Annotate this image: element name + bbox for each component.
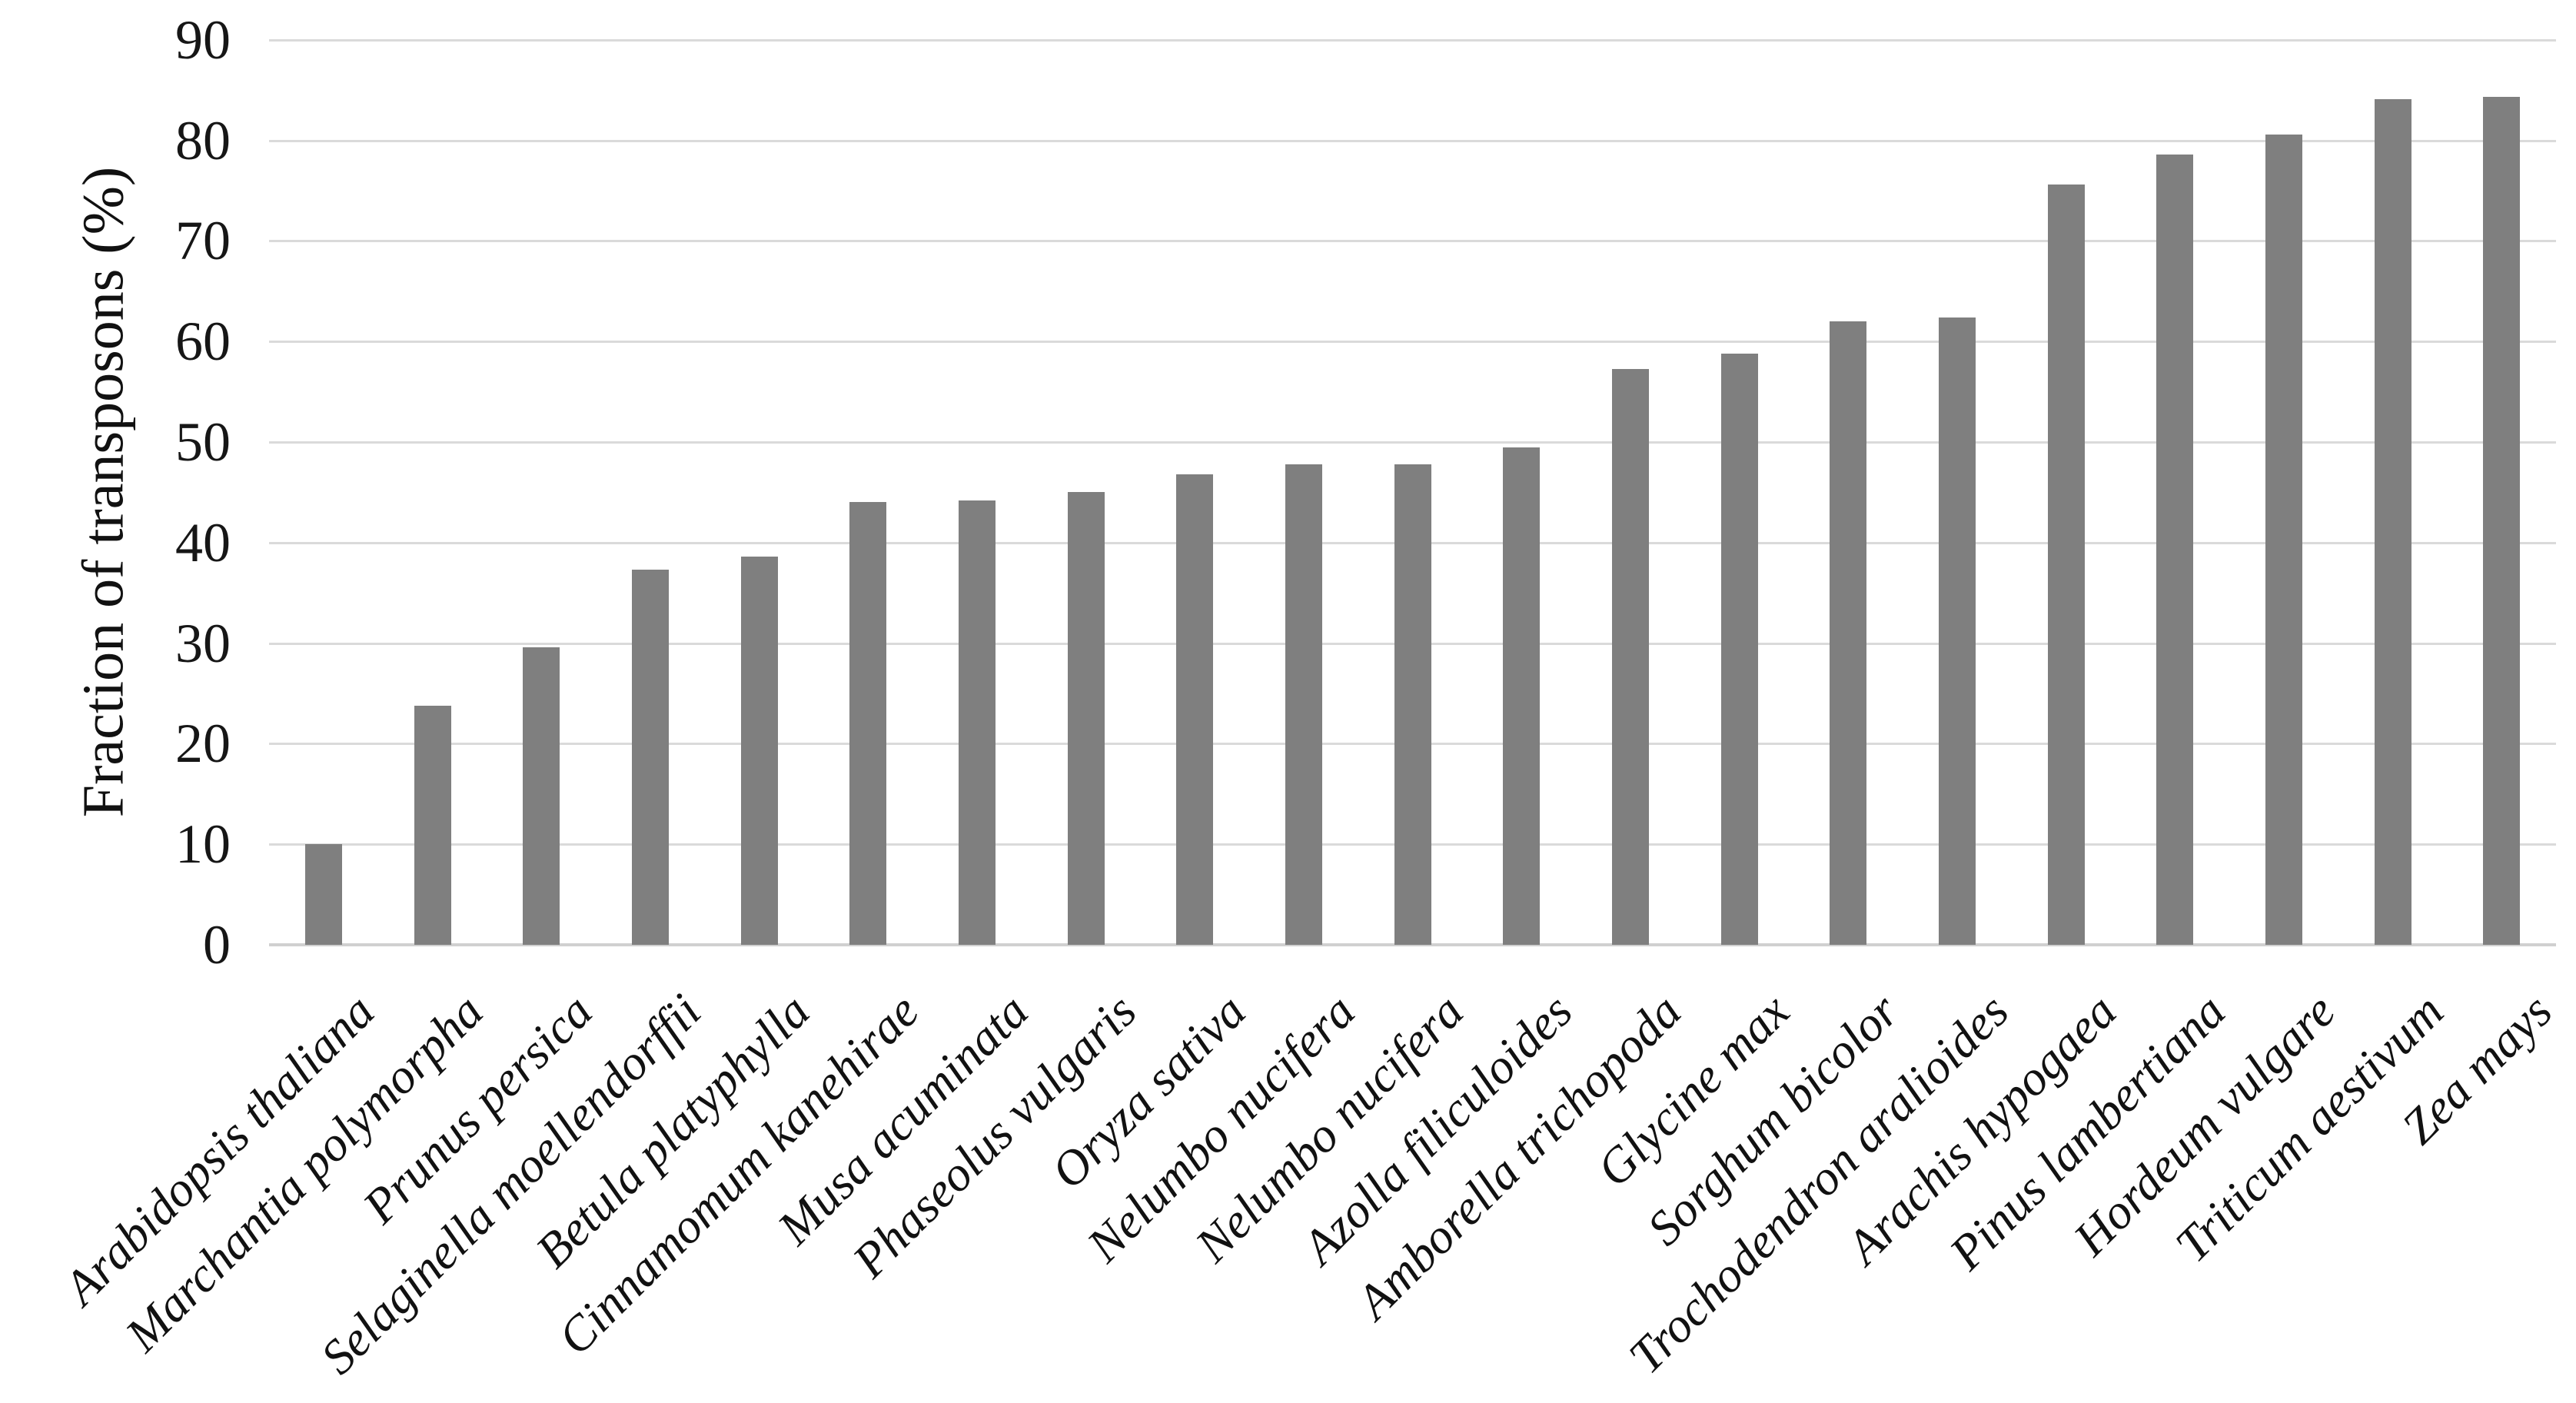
bar bbox=[1721, 354, 1758, 945]
bar bbox=[1285, 464, 1322, 945]
y-tick-label-40: 40 bbox=[175, 512, 231, 574]
y-tick-label-10: 10 bbox=[175, 813, 231, 875]
x-axis-line bbox=[269, 943, 2556, 946]
bar bbox=[523, 647, 560, 945]
bar bbox=[959, 500, 995, 945]
y-tick-label-90: 90 bbox=[175, 9, 231, 71]
bar bbox=[1830, 321, 1866, 945]
y-tick-label-60: 60 bbox=[175, 311, 231, 372]
y-tick-label-30: 30 bbox=[175, 613, 231, 674]
bar bbox=[2048, 185, 2085, 945]
bar bbox=[1503, 447, 1540, 945]
bar bbox=[1394, 464, 1431, 945]
y-tick-label-20: 20 bbox=[175, 713, 231, 774]
gridline-90 bbox=[269, 39, 2556, 42]
y-tick-label-50: 50 bbox=[175, 411, 231, 473]
bar bbox=[2375, 99, 2411, 945]
bar bbox=[741, 557, 778, 945]
bar bbox=[1939, 318, 1976, 945]
bar bbox=[1176, 474, 1213, 945]
bar bbox=[2156, 155, 2193, 945]
gridline-80 bbox=[269, 140, 2556, 142]
y-tick-label-80: 80 bbox=[175, 110, 231, 171]
gridline-70 bbox=[269, 240, 2556, 242]
bar bbox=[1612, 369, 1649, 945]
bar bbox=[414, 706, 451, 945]
bar bbox=[1068, 492, 1105, 945]
bar bbox=[2265, 135, 2302, 945]
bar bbox=[849, 502, 886, 945]
bar bbox=[2483, 97, 2520, 945]
y-tick-label-70: 70 bbox=[175, 210, 231, 271]
bar bbox=[305, 844, 342, 945]
gridline-60 bbox=[269, 341, 2556, 343]
y-tick-label-0: 0 bbox=[203, 914, 231, 976]
gridline-50 bbox=[269, 441, 2556, 444]
bar bbox=[632, 570, 669, 945]
